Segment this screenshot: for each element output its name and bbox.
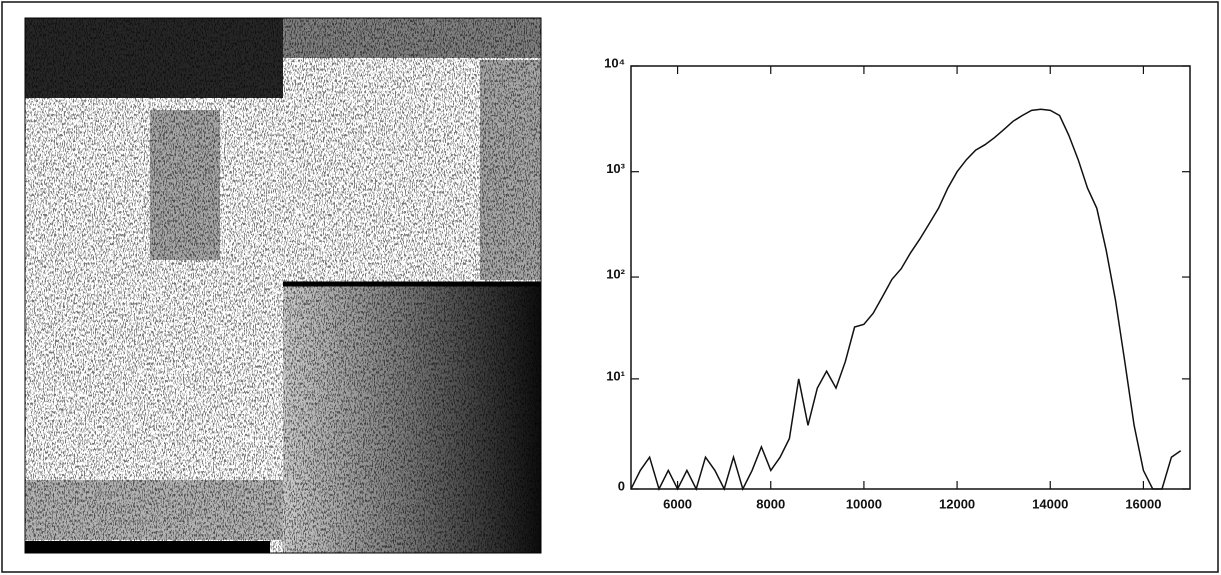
x-tick-label: 10000 [846, 496, 882, 511]
x-tick-label: 6000 [663, 496, 692, 511]
y-tick-label: 10¹ [606, 368, 625, 383]
y-tick-label: 10³ [606, 161, 625, 176]
x-tick-label: 8000 [756, 496, 785, 511]
y-tick-label: 0 [618, 478, 625, 493]
histogram-line [630, 108, 1182, 492]
y-tick-label: 10⁴ [604, 55, 625, 70]
x-tick-label: 12000 [939, 496, 975, 511]
histogram-chart: 0 10¹ 10² 10³ 10⁴ 6000 8000 10000 12000 14000 1600… [604, 55, 1191, 511]
x-tick-label: 14000 [1032, 496, 1068, 511]
x-tick-label: 16000 [1125, 496, 1161, 511]
detector-image [24, 17, 542, 554]
plot-frame [630, 65, 1191, 490]
y-tick-label: 10² [606, 266, 625, 281]
